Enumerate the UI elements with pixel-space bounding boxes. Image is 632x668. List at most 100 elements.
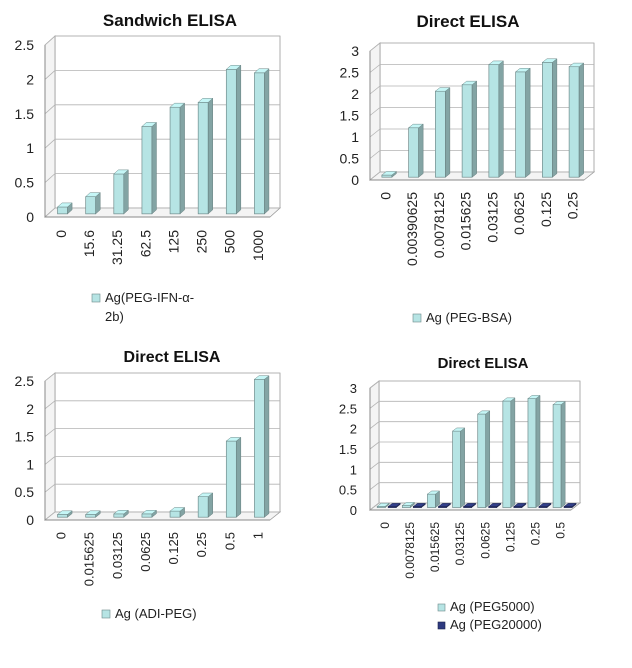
bar-front <box>542 62 553 178</box>
y-tick-label: 1 <box>350 462 357 477</box>
bar-side <box>552 58 558 178</box>
y-tick-label: 2.5 <box>15 37 35 53</box>
bar-top <box>84 510 101 515</box>
legend-swatch <box>101 609 111 619</box>
bar <box>56 202 73 215</box>
y-tick-label: 0.5 <box>339 483 357 498</box>
bar <box>225 64 242 215</box>
y-tick-label: 2 <box>26 71 34 87</box>
bar <box>225 436 242 518</box>
legend-label: Ag(PEG-IFN-α- <box>105 290 194 305</box>
bar-front <box>552 404 562 508</box>
legend-label: Ag (PEG5000) <box>450 599 535 614</box>
x-tick-label: 0.0078125 <box>431 192 447 258</box>
bar <box>387 502 401 509</box>
bar-front <box>169 106 181 215</box>
y-tick-label: 0.5 <box>15 484 35 500</box>
x-tick-label: 0.25 <box>194 532 209 557</box>
bar-side <box>525 67 531 178</box>
x-tick-label: 0 <box>53 230 69 238</box>
bar-top <box>541 58 558 63</box>
bar-top <box>381 171 398 176</box>
chart-title: Sandwich ELISA <box>103 11 237 30</box>
bar-top <box>197 98 214 103</box>
bar <box>376 502 390 509</box>
bar <box>462 502 477 509</box>
chart-direct-elisa-peg-bsa: Direct ELISA 0 0.5 1 1.5 2 2.5 3 0 0.00390625 0.00… <box>340 12 596 325</box>
x-tick-label: 0.0625 <box>478 522 492 559</box>
bar-front <box>197 496 209 518</box>
chart-sandwich-elisa: Sandwich ELISA 0 0.5 1 1.5 2 2.5 0 15.6 31.25 62.5… <box>15 11 282 324</box>
y-tick-label: 2 <box>351 86 359 102</box>
x-tick-label: 0.5 <box>222 532 237 550</box>
y-tick-label: 2 <box>26 401 34 417</box>
x-tick-label: 0.0078125 <box>403 522 417 579</box>
legend-swatch <box>91 293 101 303</box>
bar-front <box>141 126 153 215</box>
bar-front <box>401 505 411 508</box>
bar-side <box>179 102 185 215</box>
bar-top <box>568 62 585 67</box>
y-tick-label: 0 <box>26 209 34 225</box>
bar-top <box>488 60 505 65</box>
bar-top <box>514 68 531 73</box>
bar-top <box>476 410 491 415</box>
bar-front <box>527 398 537 508</box>
chart-title: Direct ELISA <box>438 355 529 372</box>
bar-side <box>460 427 465 509</box>
bar-top <box>113 169 129 175</box>
plot-floor <box>43 511 282 521</box>
y-tick-label: 3 <box>350 381 357 396</box>
y-tick-label: 1 <box>26 140 34 156</box>
bar-front <box>113 173 125 215</box>
x-tick-label: 62.5 <box>137 230 153 257</box>
bar-top <box>141 510 158 515</box>
bar-front <box>488 64 500 178</box>
bar-top <box>56 202 73 208</box>
gridline <box>369 42 594 52</box>
bar-side <box>535 394 541 509</box>
bar-front <box>141 513 153 518</box>
y-tick-label: 1 <box>26 456 34 472</box>
bar-side <box>123 169 129 215</box>
bar-side <box>485 410 491 509</box>
y-tick-label: 2.5 <box>339 401 357 416</box>
x-tick-label: 0.0625 <box>511 192 527 235</box>
bar-top <box>387 503 401 507</box>
y-tick-label: 2.5 <box>340 65 360 81</box>
gridline <box>44 70 280 80</box>
x-tick-label: 15.6 <box>81 230 97 257</box>
bar-front <box>254 72 265 215</box>
bar-side <box>207 492 213 518</box>
x-tick-label: 0.00390625 <box>404 192 420 266</box>
chart-title: Direct ELISA <box>124 349 221 366</box>
bar-front <box>435 90 446 178</box>
bar <box>381 170 398 178</box>
bar-side <box>207 97 213 215</box>
bar-top <box>412 503 427 507</box>
bar <box>113 169 129 215</box>
bar <box>461 80 478 178</box>
bar-front <box>381 174 393 178</box>
bar-top <box>113 510 130 515</box>
bar-side <box>445 87 451 178</box>
bar <box>197 492 214 518</box>
bar-side <box>560 401 566 509</box>
bar <box>568 62 585 178</box>
bar-front <box>169 510 181 518</box>
bar <box>502 397 516 509</box>
bar-front <box>452 430 461 508</box>
x-tick-label: 0.015625 <box>428 522 442 572</box>
x-tick-label: 31.25 <box>109 230 125 265</box>
gridline <box>44 35 280 46</box>
bar-front <box>85 196 97 215</box>
chart-title: Direct ELISA <box>417 12 520 31</box>
plot-back-wall <box>54 35 281 209</box>
bar-top <box>513 503 527 507</box>
bar-front <box>225 69 237 215</box>
bar-front <box>568 66 580 178</box>
gridline <box>44 428 280 437</box>
bar <box>412 502 427 509</box>
legend-label: Ag (ADI-PEG) <box>115 606 197 621</box>
bar <box>253 68 270 215</box>
